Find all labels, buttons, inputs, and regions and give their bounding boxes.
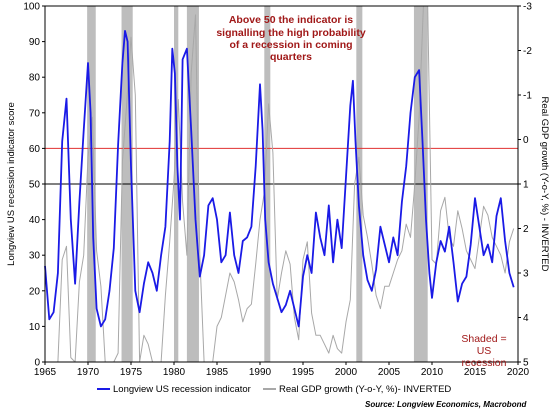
y-right-tick-label-3: 3 xyxy=(523,269,529,280)
series-recession-indicator xyxy=(44,29,515,328)
x-tick-label-2010: 2010 xyxy=(421,367,444,378)
x-tick-label-1985: 1985 xyxy=(206,367,229,378)
y-left-tick-label-60: 60 xyxy=(29,144,41,155)
shaded-note-line-2: US xyxy=(477,345,492,357)
x-tick-label-2015: 2015 xyxy=(464,367,487,378)
y-right-tick-label--1: -1 xyxy=(523,91,532,102)
legend-label-gdp: Real GDP growth (Y-o-Y, %)- INVERTED xyxy=(279,384,451,395)
annotation-line-3: of a recession in coming xyxy=(229,39,352,51)
y-left-tick-label-80: 80 xyxy=(29,73,41,84)
right-axis-title: Real GDP growth (Y-o-Y, %) - INVERTED xyxy=(539,97,550,272)
annotation-line-1: Above 50 the indicator is xyxy=(229,14,353,26)
x-tick-label-2005: 2005 xyxy=(378,367,401,378)
x-tick-label-2020: 2020 xyxy=(507,367,530,378)
x-tick-label-1980: 1980 xyxy=(163,367,186,378)
y-right-tick-label-1: 1 xyxy=(523,180,529,191)
shaded-note: Shaded = US recession xyxy=(461,333,506,369)
series-lines xyxy=(44,5,515,363)
x-tick-label-1995: 1995 xyxy=(292,367,315,378)
legend-label-indicator: Longview US recession indicator xyxy=(113,384,251,395)
y-left-tick-label-20: 20 xyxy=(29,286,41,297)
y-right-tick-label-2: 2 xyxy=(523,224,529,235)
y-right-tick-label-4: 4 xyxy=(523,313,529,324)
annotation-line-4: quarters xyxy=(270,51,312,63)
y-left-tick-label-10: 10 xyxy=(29,322,41,333)
left-axis-title: Longview US recession indicator score xyxy=(6,102,17,266)
source-note: Source: Longview Economics, Macrobond xyxy=(365,400,527,409)
axis-ticks: 1965 1970 1975 1980 1985 1990 1995 2000 2005 2010… xyxy=(23,2,532,379)
y-left-tick-label-70: 70 xyxy=(29,108,41,119)
x-tick-label-1975: 1975 xyxy=(120,367,143,378)
y-right-tick-label-0: 0 xyxy=(523,135,529,146)
y-left-tick-label-40: 40 xyxy=(29,215,41,226)
legend: Longview US recession indicator Real GDP… xyxy=(97,384,451,395)
y-right-tick-label-5: 5 xyxy=(523,358,529,369)
shaded-note-line-1: Shaded = xyxy=(461,333,506,345)
x-tick-label-1970: 1970 xyxy=(77,367,100,378)
annotation: Above 50 the indicator is signalling the… xyxy=(216,14,365,63)
x-tick-label-2000: 2000 xyxy=(335,367,358,378)
annotation-line-2: signalling the high probability xyxy=(216,27,365,39)
x-tick-label-1965: 1965 xyxy=(34,367,57,378)
y-left-tick-label-30: 30 xyxy=(29,251,41,262)
y-right-tick-label--3: -3 xyxy=(523,2,532,13)
y-left-tick-label-50: 50 xyxy=(29,180,41,191)
x-tick-label-1990: 1990 xyxy=(249,367,272,378)
shaded-note-line-3: recession xyxy=(462,357,507,369)
y-left-tick-label-0: 0 xyxy=(34,358,40,369)
y-left-tick-label-90: 90 xyxy=(29,37,41,48)
y-right-tick-label--2: -2 xyxy=(523,46,532,57)
y-left-tick-label-100: 100 xyxy=(23,2,40,13)
